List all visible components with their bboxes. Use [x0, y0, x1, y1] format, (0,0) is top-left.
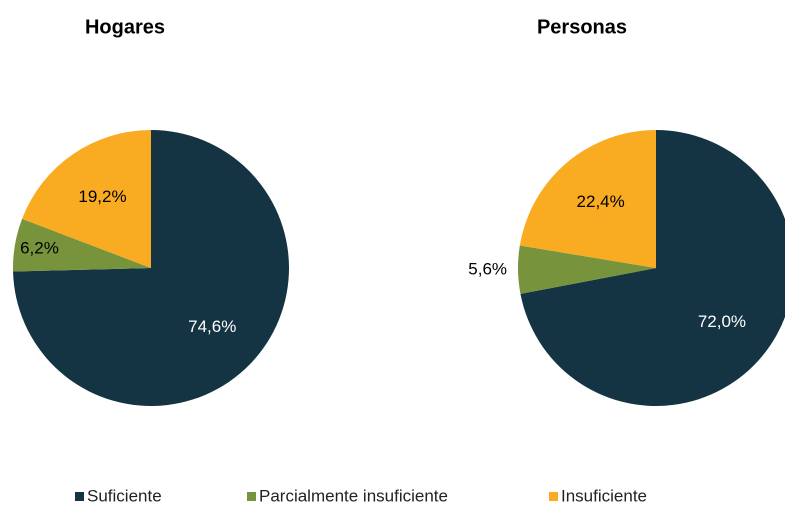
pie-slice [12, 218, 151, 272]
pie-slice [520, 130, 785, 406]
data-label: 22,4% [577, 192, 625, 211]
data-label: 6,2% [20, 238, 59, 257]
pie-slice [519, 130, 656, 268]
chart-title: Hogares [85, 16, 165, 38]
data-label: 74,6% [188, 317, 236, 336]
legend-swatch [75, 492, 84, 501]
data-label: 19,2% [78, 187, 126, 206]
pie-slice [13, 130, 290, 406]
chart-title: Personas [537, 16, 627, 38]
legend-label: Parcialmente insuficiente [259, 486, 448, 505]
data-label: 5,6% [468, 260, 507, 279]
legend-swatch [247, 492, 256, 501]
legend-label: Insuficiente [561, 486, 647, 505]
legend-swatch [549, 492, 558, 501]
data-label: 72,0% [698, 312, 746, 331]
legend-label: Suficiente [87, 486, 162, 505]
pie-slice [22, 130, 151, 268]
pie-slice [518, 245, 656, 294]
